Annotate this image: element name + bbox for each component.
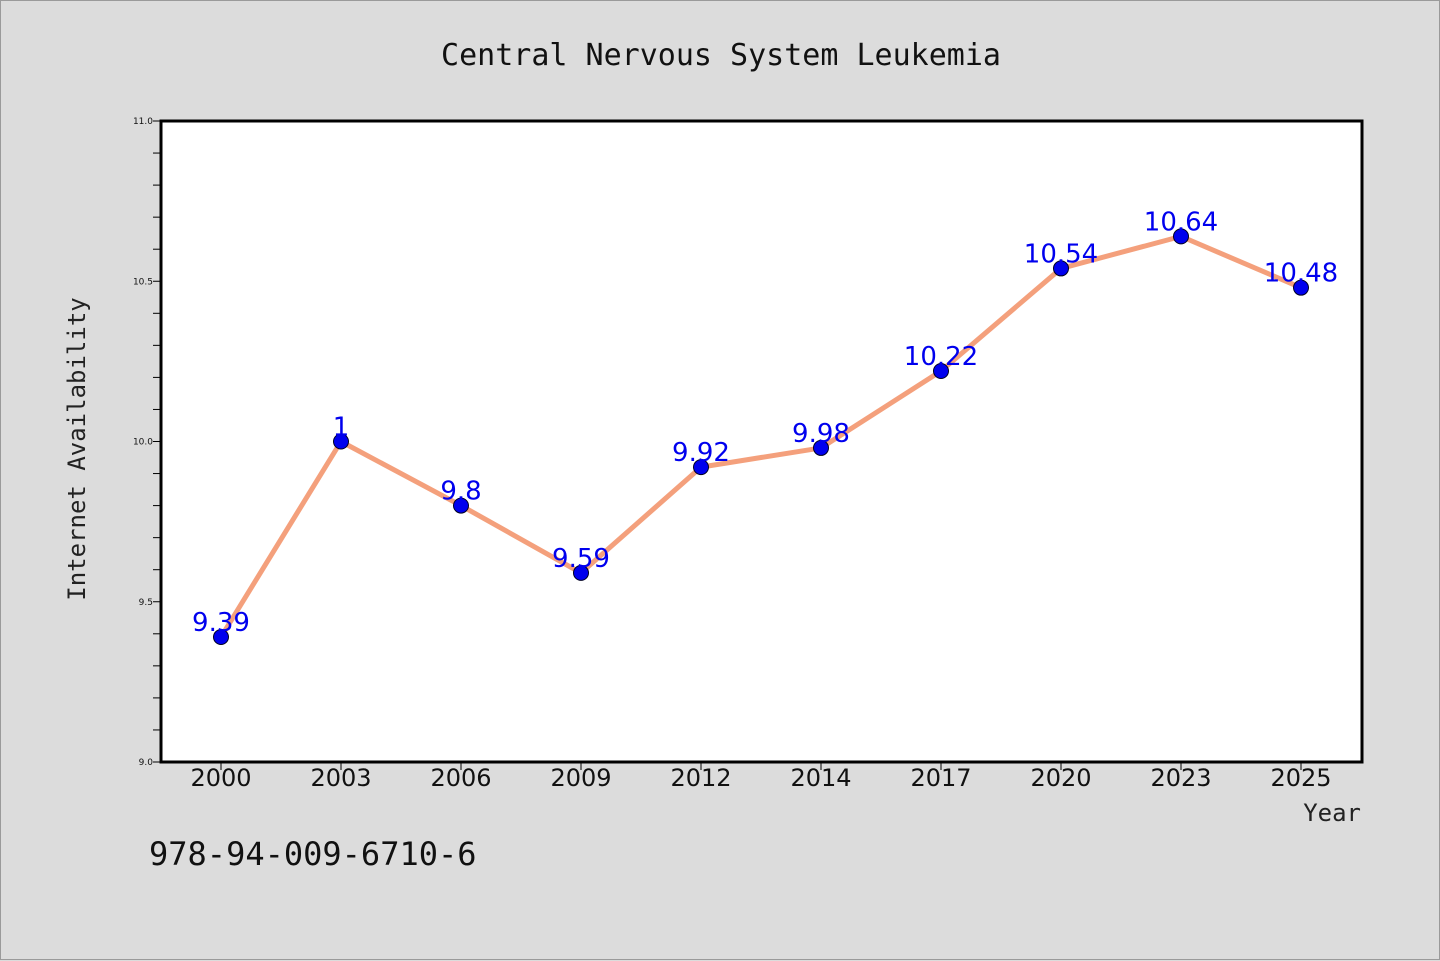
y-tick-label: 11.0	[133, 117, 153, 127]
series-group	[213, 228, 1309, 646]
data-point	[1293, 279, 1309, 296]
y-axis: 9.0 9.5 10.0 10.5 11.0	[133, 117, 161, 768]
x-tick-label: 2000	[190, 764, 251, 792]
data-label: 9.39	[192, 608, 250, 638]
x-tick-label: 2023	[1150, 764, 1211, 792]
data-point	[573, 564, 589, 581]
data-label: 1	[333, 413, 350, 443]
data-label: 10.54	[1024, 239, 1098, 269]
data-point	[693, 459, 709, 476]
x-axis-label: Year	[1303, 799, 1361, 827]
x-tick-label: 2014	[790, 764, 851, 792]
data-label: 9.59	[552, 544, 610, 574]
x-tick-label: 2012	[670, 764, 731, 792]
data-point	[333, 433, 349, 450]
isbn-footnote: 978-94-009-6710-6	[149, 835, 477, 873]
series-line	[218, 233, 1302, 639]
x-tick-label: 2003	[310, 764, 371, 792]
data-point	[1173, 228, 1189, 245]
data-label: 10.22	[904, 342, 978, 372]
chart-title: Central Nervous System Leukemia	[441, 38, 1001, 73]
x-tick-label: 2020	[1030, 764, 1091, 792]
y-tick-label: 9.0	[139, 758, 154, 768]
plot-area	[159, 119, 1364, 764]
x-axis: 2000 2003 2006 2009 2012 2014 2017 2020 2023 2025	[190, 762, 1332, 792]
data-labels-group: 9.39 1 9.8 9.59 9.92 9.98 10.22 10.54 10.64 10.48	[192, 207, 1338, 638]
data-point	[813, 439, 829, 456]
data-point	[453, 497, 469, 514]
x-tick-label: 2006	[430, 764, 491, 792]
data-label: 9.98	[792, 419, 850, 449]
data-label: 9.92	[672, 438, 730, 468]
data-point	[1053, 260, 1069, 277]
data-label: 10.64	[1144, 207, 1218, 237]
x-tick-label: 2009	[550, 764, 611, 792]
y-tick-label: 9.5	[139, 598, 153, 608]
x-tick-label: 2017	[910, 764, 971, 792]
data-label: 10.48	[1264, 259, 1338, 289]
data-point	[933, 362, 949, 379]
y-tick-label: 10.0	[133, 438, 153, 448]
x-tick-label: 2025	[1270, 764, 1331, 792]
data-label: 9.8	[440, 477, 481, 507]
y-tick-label: 10.5	[133, 277, 153, 287]
data-point	[213, 629, 229, 646]
y-axis-label: Internet Availability	[63, 297, 91, 600]
